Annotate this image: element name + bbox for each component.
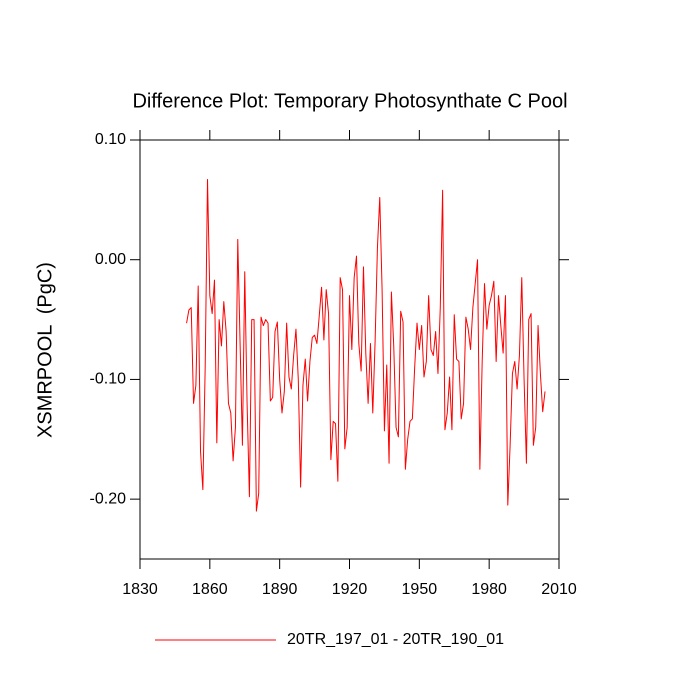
- x-tick-label: 2010: [541, 581, 577, 598]
- x-tick-label: 1920: [332, 581, 368, 598]
- y-axis-label: XSMRPOOL (PgC): [34, 262, 56, 438]
- x-tick-label: 1860: [192, 581, 228, 598]
- x-tick-label: 1830: [122, 581, 158, 598]
- data-line: [186, 179, 546, 512]
- y-tick-label: -0.20: [90, 490, 127, 507]
- x-tick-label: 1950: [402, 581, 438, 598]
- y-tick-label: -0.10: [90, 371, 127, 388]
- x-tick-label: 1890: [262, 581, 298, 598]
- chart-title: Difference Plot: Temporary Photosynthate…: [132, 90, 567, 112]
- x-tick-label: 1980: [471, 581, 507, 598]
- legend-label: 20TR_197_01 - 20TR_190_01: [287, 631, 504, 648]
- y-tick-label: 0.10: [95, 131, 126, 148]
- y-tick-label: 0.00: [95, 251, 126, 268]
